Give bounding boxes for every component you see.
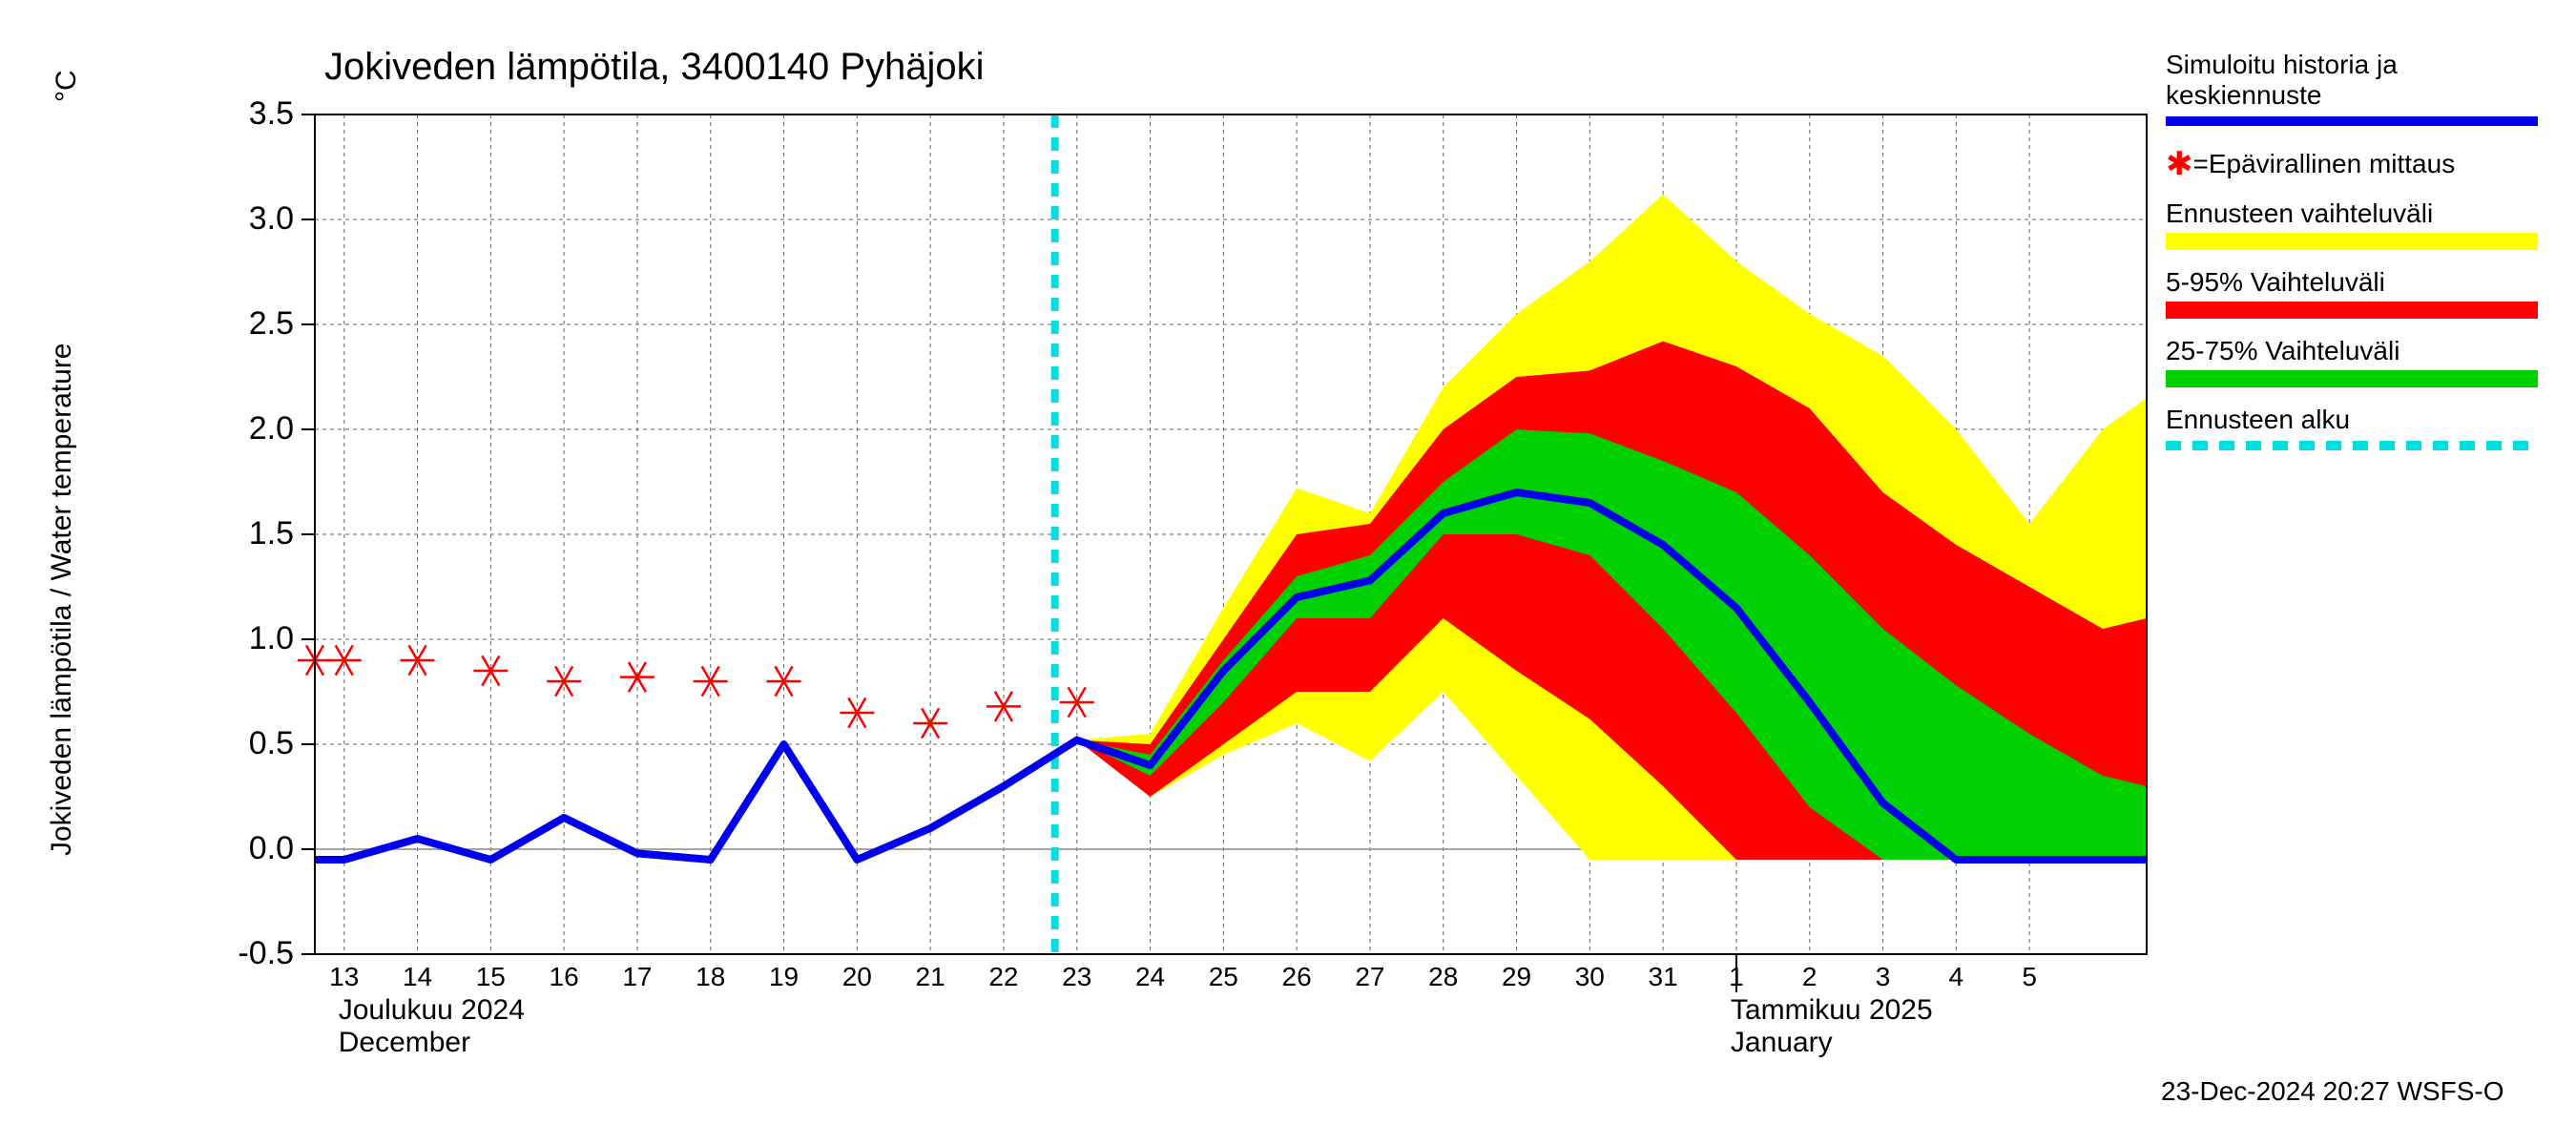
x-tick-label: 27	[1351, 962, 1389, 992]
asterisk-icon: ✱	[2166, 146, 2193, 182]
legend-line	[2166, 116, 2538, 126]
x-tick-label: 13	[325, 962, 364, 992]
legend-swatch	[2166, 233, 2538, 250]
x-tick-label: 30	[1570, 962, 1609, 992]
legend-item: Ennusteen vaihteluväli	[2166, 198, 2538, 250]
x-tick-label: 28	[1424, 962, 1463, 992]
y-tick-label: 1.0	[227, 620, 294, 657]
y-axis-label-text: Jokiveden lämpötila / Water temperature	[46, 344, 77, 856]
legend-swatch	[2166, 302, 2538, 319]
month-label: Joulukuu 2024December	[339, 994, 525, 1059]
y-tick-label: 2.0	[227, 410, 294, 448]
legend-item: Simuloitu historia jakeskiennuste	[2166, 50, 2538, 126]
legend-label: Ennusteen vaihteluväli	[2166, 198, 2433, 229]
x-tick-label: 3	[1864, 962, 1902, 992]
y-tick-label: 3.5	[227, 95, 294, 133]
x-tick-label: 24	[1132, 962, 1170, 992]
y-tick-label: 0.0	[227, 830, 294, 867]
x-tick-label: 21	[911, 962, 949, 992]
y-axis-unit: °C	[51, 45, 83, 102]
legend-label: 25-75% Vaihteluväli	[2166, 336, 2399, 366]
month-label-top: Joulukuu 2024	[339, 994, 525, 1027]
legend: Simuloitu historia jakeskiennuste ✱=Epävi…	[2166, 50, 2538, 468]
legend-item: 5-95% Vaihteluväli	[2166, 267, 2538, 319]
x-tick-label: 1	[1717, 962, 1755, 992]
x-tick-label: 26	[1278, 962, 1316, 992]
y-tick-label: 3.0	[227, 200, 294, 238]
legend-item: 25-75% Vaihteluväli	[2166, 336, 2538, 387]
month-label: Tammikuu 2025January	[1731, 994, 1933, 1059]
x-tick-label: 4	[1937, 962, 1975, 992]
x-tick-label: 18	[692, 962, 730, 992]
chart-title: Jokiveden lämpötila, 3400140 Pyhäjoki	[324, 46, 985, 89]
x-tick-label: 17	[618, 962, 656, 992]
x-tick-label: 14	[399, 962, 437, 992]
legend-swatch	[2166, 370, 2538, 387]
x-tick-label: 5	[2010, 962, 2048, 992]
legend-dash	[2166, 441, 2538, 450]
x-tick-label: 15	[471, 962, 509, 992]
legend-item: Ennusteen alku	[2166, 405, 2538, 450]
x-tick-label: 2	[1791, 962, 1829, 992]
month-label-bottom: January	[1731, 1027, 1933, 1059]
month-label-top: Tammikuu 2025	[1731, 994, 1933, 1027]
legend-label: 5-95% Vaihteluväli	[2166, 267, 2385, 298]
x-tick-label: 16	[545, 962, 583, 992]
chart-title-text: Jokiveden lämpötila, 3400140 Pyhäjoki	[324, 46, 985, 88]
y-tick-label: 2.5	[227, 305, 294, 343]
legend-label: keskiennuste	[2166, 80, 2321, 111]
x-tick-label: 20	[838, 962, 876, 992]
chart-container: Jokiveden lämpötila / Water temperature …	[0, 0, 2576, 1145]
x-tick-label: 29	[1498, 962, 1536, 992]
y-tick-label: -0.5	[227, 935, 294, 972]
y-tick-label: 1.5	[227, 515, 294, 552]
timestamp: 23-Dec-2024 20:27 WSFS-O	[2161, 1076, 2504, 1107]
x-tick-label: 23	[1058, 962, 1096, 992]
legend-item: ✱=Epävirallinen mittaus	[2166, 143, 2538, 181]
legend-label: Ennusteen alku	[2166, 405, 2350, 435]
month-label-bottom: December	[339, 1027, 525, 1059]
timestamp-text: 23-Dec-2024 20:27 WSFS-O	[2161, 1076, 2504, 1106]
y-axis-label: Jokiveden lämpötila / Water temperature	[46, 302, 78, 856]
legend-label: Simuloitu historia ja	[2166, 50, 2398, 80]
x-tick-label: 31	[1644, 962, 1682, 992]
x-tick-label: 19	[765, 962, 803, 992]
y-axis-unit-text: °C	[51, 70, 82, 102]
y-tick-label: 0.5	[227, 725, 294, 762]
legend-label: ✱=Epävirallinen mittaus	[2166, 143, 2455, 181]
x-tick-label: 25	[1204, 962, 1242, 992]
x-tick-label: 22	[985, 962, 1023, 992]
